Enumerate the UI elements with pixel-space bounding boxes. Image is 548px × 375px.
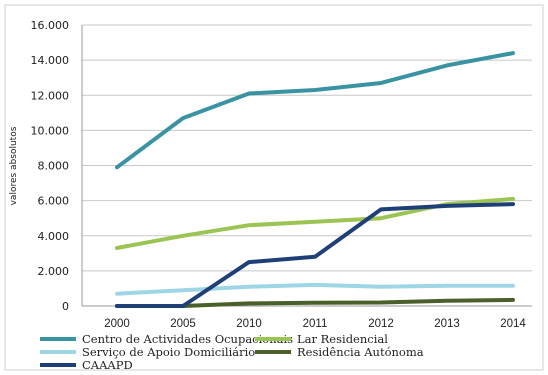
y-tick-label: 14.000 [31,54,70,67]
y-tick-label: 6.000 [38,195,70,208]
legend-label: Centro de Actividades Ocupacionais [82,332,293,346]
y-tick-label: 8.000 [38,160,70,173]
x-tick-label: 2000 [104,318,130,330]
series-line [115,202,515,308]
y-tick-label: 10.000 [31,124,70,137]
x-tick-labels: 2000 2005 2010 2011 2012 2013 2014 [104,318,526,330]
legend: Centro de Actividades Ocupacionais Lar Re… [40,332,424,372]
series-line [115,282,515,296]
x-tick-label: 2012 [368,318,394,330]
legend-label: CAAAPD [82,358,133,372]
legend-label: Serviço de Apoio Domiciliário [82,345,255,359]
x-tick-label: 2005 [170,318,196,330]
y-tick-labels: 0 2.000 4.000 6.000 8.000 10.000 12.000 14.000 1… [31,19,70,313]
x-tick-label: 2013 [434,318,460,330]
y-tick-label: 0 [62,300,69,313]
x-tick-label: 2011 [303,318,328,330]
series-lines [115,51,515,308]
y-tick-label: 2.000 [38,265,70,278]
series-line [115,51,515,170]
x-tick-label: 2010 [236,318,262,330]
y-tick-label: 4.000 [38,230,70,243]
x-tick-label: 2014 [500,318,526,330]
y-tick-label: 12.000 [31,89,70,102]
legend-label: Lar Residencial [297,332,388,346]
chart-frame [4,4,544,371]
gridlines [82,24,532,272]
y-axis-label: valores absolutos [9,126,19,205]
y-tick-label: 16.000 [31,19,70,32]
legend-label: Residência Autónoma [297,345,424,359]
